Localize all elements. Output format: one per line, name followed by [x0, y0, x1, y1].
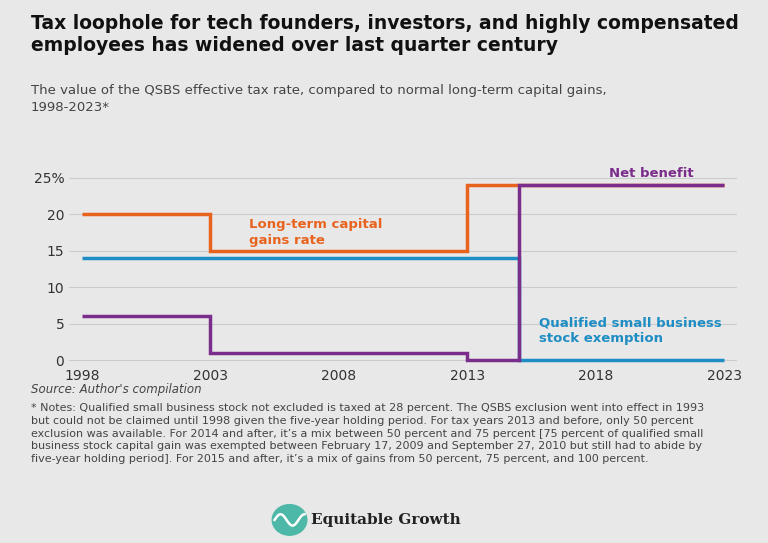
- Text: Long-term capital
gains rate: Long-term capital gains rate: [249, 218, 382, 247]
- Text: The value of the QSBS effective tax rate, compared to normal long-term capital g: The value of the QSBS effective tax rate…: [31, 84, 607, 113]
- Text: Qualified small business
stock exemption: Qualified small business stock exemption: [539, 317, 722, 345]
- Text: Net benefit: Net benefit: [609, 167, 694, 180]
- Text: Tax loophole for tech founders, investors, and highly compensated
employees has : Tax loophole for tech founders, investor…: [31, 14, 739, 55]
- Text: Source: Author's compilation: Source: Author's compilation: [31, 383, 201, 396]
- Text: * Notes: Qualified small business stock not excluded is taxed at 28 percent. The: * Notes: Qualified small business stock …: [31, 403, 703, 464]
- Text: Equitable Growth: Equitable Growth: [312, 513, 461, 527]
- Circle shape: [272, 504, 306, 535]
